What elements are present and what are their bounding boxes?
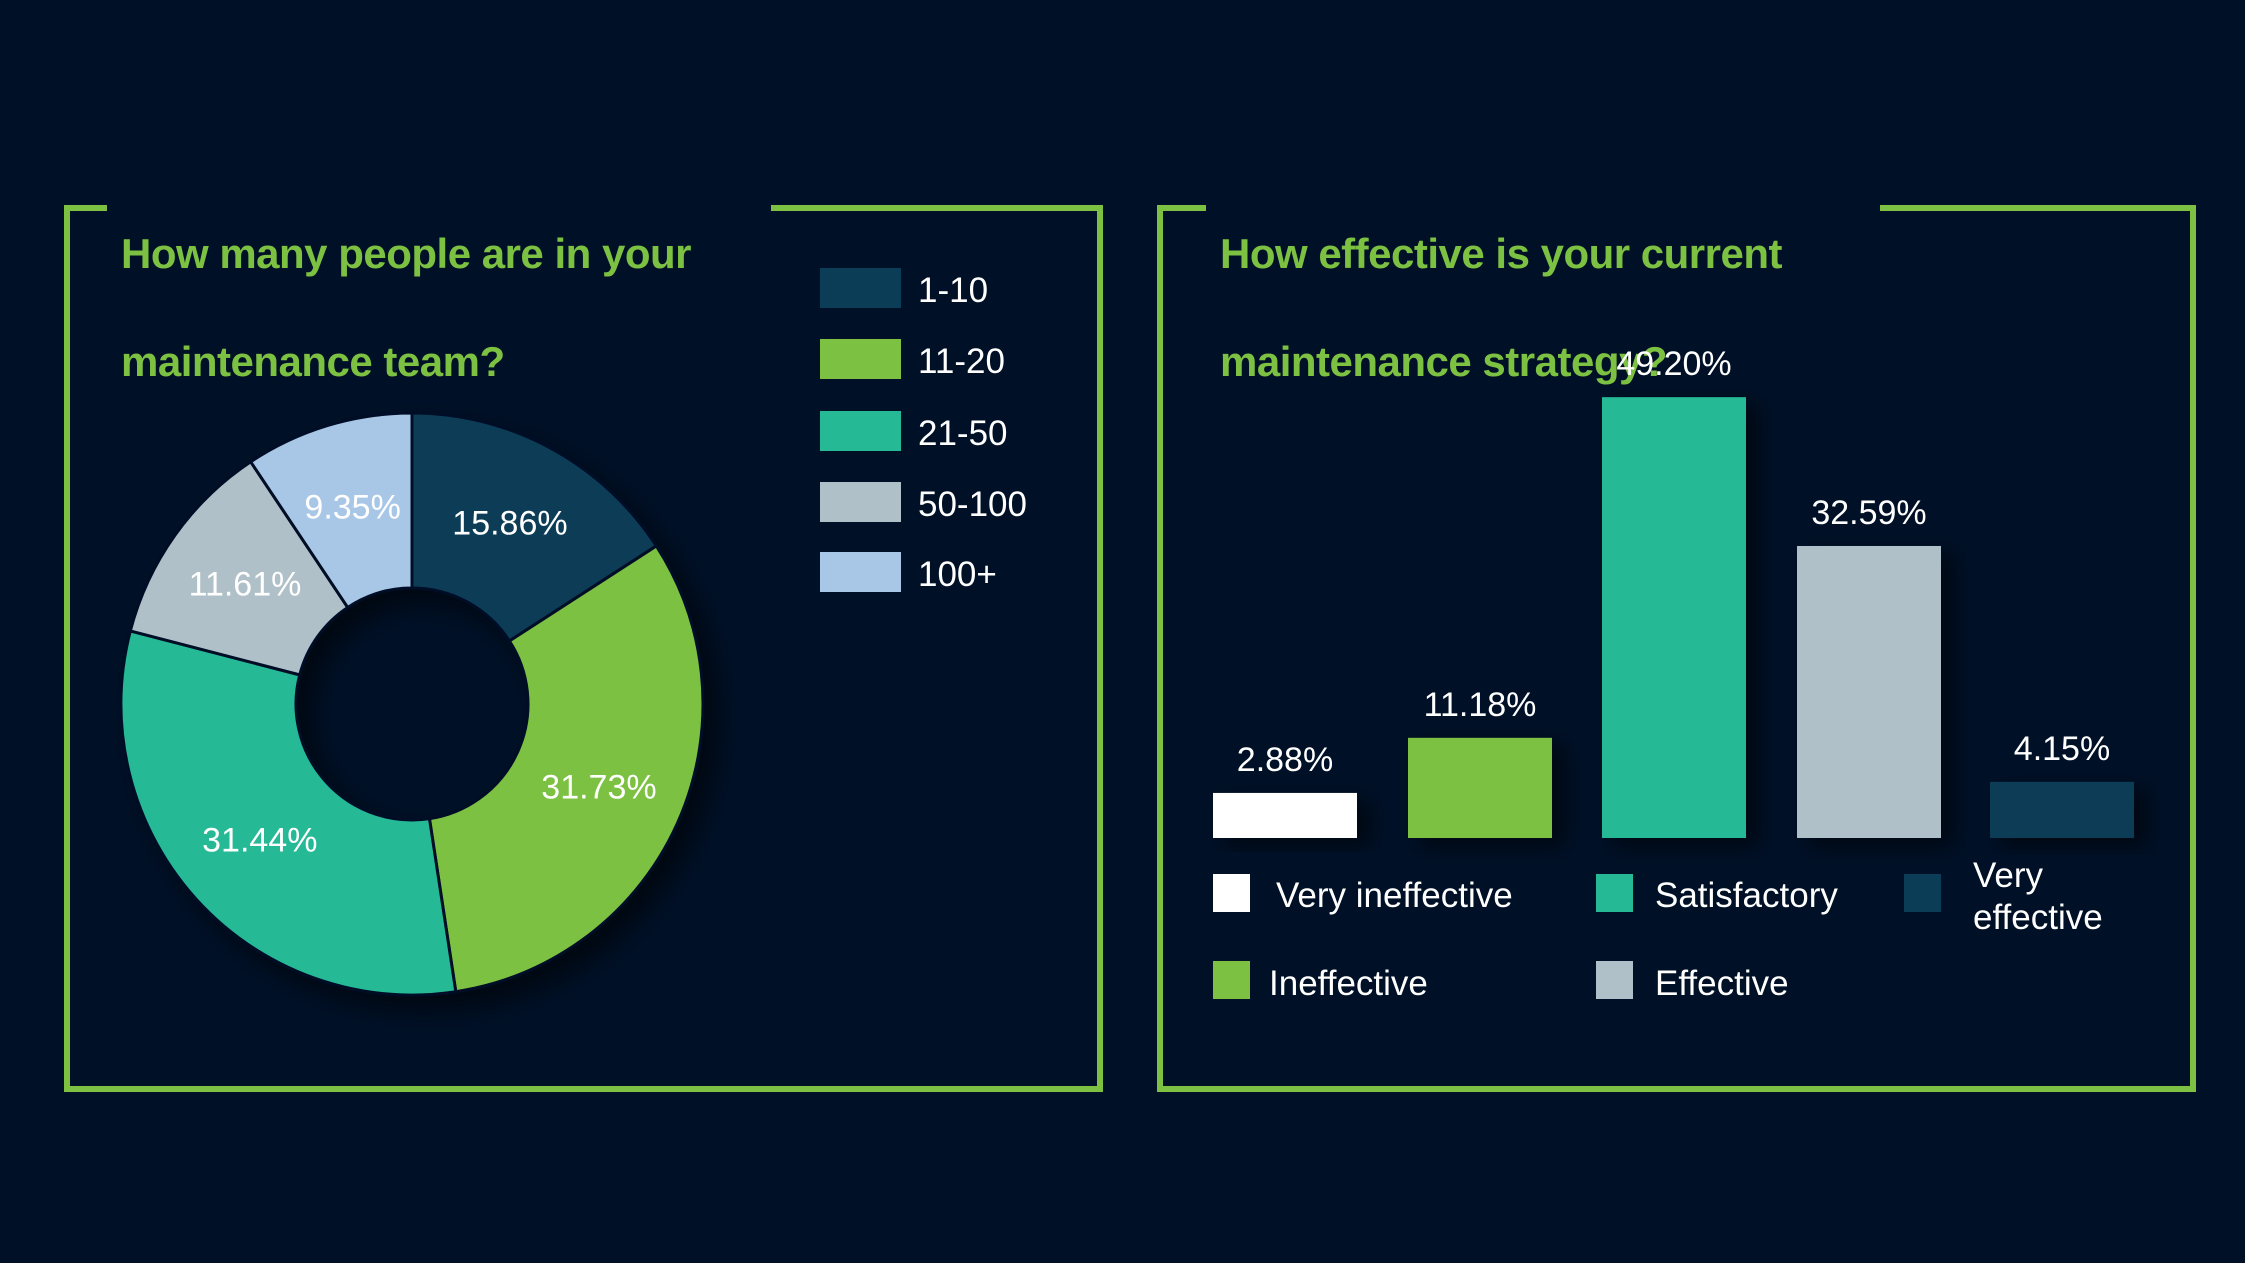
donut-label-1-10: 15.86% [452,504,568,543]
legend-swatch-effective [1596,961,1633,999]
bar-very-effective [1990,781,2134,838]
bar-label-ineffective: 11.18% [1423,685,1537,724]
donut-label-11-20: 31.73% [541,768,657,807]
team-size-title: How many people are in your maintenance … [107,173,771,443]
donut-label-100: 9.35% [304,488,401,527]
legend-label-satisfactory: Satisfactory [1655,876,1838,915]
bar-ineffective [1408,737,1552,838]
legend-label-100: 100+ [918,555,997,594]
strategy-effectiveness-panel: How effective is your current maintenanc… [1157,173,2196,1092]
donut-label-50-100: 11.61% [188,565,302,604]
legend-swatch-1-10 [820,268,901,308]
legend-label-50-100: 50-100 [918,485,1027,524]
legend-swatch-very-effective [1904,874,1941,912]
legend-swatch-100 [820,552,901,592]
legend-label-very-effective: Very effective [1973,856,2103,937]
legend-swatch-21-50 [820,411,901,451]
donut-slice-11-20 [427,543,705,994]
bar-effective [1797,545,1941,838]
legend-label-ineffective: Ineffective [1269,964,1428,1003]
legend-swatch-50-100 [820,482,901,522]
bar-label-very-ineffective: 2.88% [1236,740,1334,779]
strategy-title: How effective is your current maintenanc… [1206,173,1880,443]
team-size-title-line-1: How many people are in your [121,230,691,277]
team-size-title-line-2: maintenance team? [121,338,505,385]
legend-label-1-10: 1-10 [918,271,989,310]
bar-very-ineffective [1213,792,1357,838]
bar-satisfactory [1602,397,1746,838]
donut-slice-21-50 [119,629,458,997]
donut-slice-50-100 [128,459,350,677]
bar-label-satisfactory: 49.20% [1616,345,1732,384]
donut-slice-100 [248,411,414,610]
legend-swatch-ineffective [1213,961,1250,999]
legend-label-11-20: 11-20 [918,342,1005,381]
legend-label-21-50: 21-50 [918,414,1008,453]
team-size-panel: How many people are in your maintenance … [64,173,1103,1092]
legend-swatch-satisfactory [1596,874,1633,912]
bar-label-very-effective: 4.15% [2013,729,2111,768]
strategy-title-line-2: maintenance strategy? [1220,338,1668,385]
donut-label-21-50: 31.44% [202,821,318,860]
legend-swatch-very-ineffective [1213,874,1250,912]
bar-label-effective: 32.59% [1811,493,1927,532]
strategy-title-line-1: How effective is your current [1220,230,1783,277]
legend-label-very-ineffective: Very ineffective [1276,876,1513,915]
legend-swatch-11-20 [820,339,901,379]
legend-label-effective: Effective [1655,964,1789,1003]
